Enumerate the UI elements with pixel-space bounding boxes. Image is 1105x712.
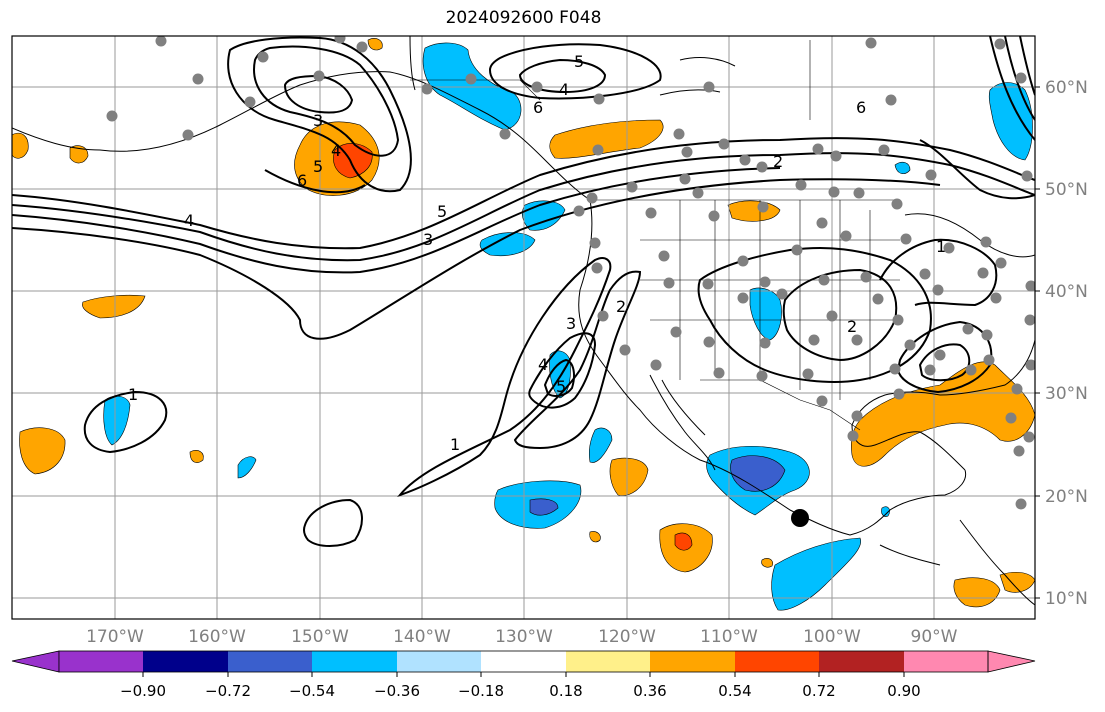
lat-label: 60°N [1045, 78, 1088, 98]
borders [410, 40, 900, 431]
colorbar-label: 0.36 [633, 682, 666, 700]
map-title: 2024092600 F048 [445, 8, 602, 28]
contour-labels: 5 4 6 3 4 5 6 4 5 3 6 2 3 2 5 4 1 1 2 1 [128, 52, 946, 454]
contour-label: 2 [773, 152, 783, 171]
colorbar-segment [735, 651, 819, 672]
lat-label: 30°N [1045, 384, 1088, 404]
colorbar-min-extend [11, 650, 60, 673]
contour-label: 1 [936, 237, 946, 256]
colorbar-max-extend [987, 650, 1036, 673]
contour-label: 3 [423, 230, 433, 249]
colorbar-label: −0.36 [374, 682, 420, 700]
contour-label: 4 [331, 141, 341, 160]
lat-label: 50°N [1045, 180, 1088, 200]
colorbar-segment [819, 651, 904, 672]
contour-label: 3 [313, 111, 323, 130]
contour-label: 2 [847, 317, 857, 336]
colorbar-label: 0.72 [802, 682, 835, 700]
lon-label: 170°W [86, 627, 144, 647]
colorbar-segment [228, 651, 312, 672]
lon-label: 100°W [803, 627, 861, 647]
lat-label: 40°N [1045, 282, 1088, 302]
lon-label: 130°W [495, 627, 553, 647]
contour-label: 5 [437, 202, 447, 221]
lon-label: 160°W [188, 627, 246, 647]
map-frame [11, 35, 1036, 620]
lat-label: 20°N [1045, 487, 1088, 507]
colorbar-segment [566, 651, 650, 672]
lon-label: 140°W [393, 627, 451, 647]
colorbar-label: 0.18 [549, 682, 582, 700]
colorbar-label: 0.54 [718, 682, 751, 700]
contour-label: 4 [184, 211, 194, 230]
contour-label: 6 [856, 98, 866, 117]
colorbar-label: −0.54 [289, 682, 335, 700]
contour-label: 2 [616, 297, 626, 316]
contour-label: 1 [128, 385, 138, 404]
colorbar-segment [481, 651, 566, 672]
colorbar-label: −0.18 [458, 682, 504, 700]
storm-marker [791, 509, 809, 527]
lon-label: 110°W [700, 627, 758, 647]
contour-label: 1 [450, 435, 460, 454]
contour-label: 4 [538, 355, 548, 374]
colorbar-segment [59, 651, 143, 672]
contour-label: 6 [297, 171, 307, 190]
colorbar-label: 0.90 [887, 682, 920, 700]
colorbar-segment [397, 651, 481, 672]
latitude-labels: 60°N 50°N 40°N 30°N 20°N 10°N [1035, 78, 1088, 609]
contour-label: 5 [556, 377, 566, 396]
graticule [12, 36, 1035, 619]
longitude-labels: 170°W 160°W 150°W 140°W 130°W 120°W 110°… [86, 627, 958, 647]
contour-label: 3 [566, 314, 576, 333]
lon-label: 120°W [598, 627, 656, 647]
colorbar-segment [143, 651, 228, 672]
lon-label: 90°W [911, 627, 958, 647]
shaded-areas [12, 38, 1035, 611]
colorbar-segment [312, 651, 397, 672]
colorbar-segment [650, 651, 735, 672]
contour-label: 5 [313, 157, 323, 176]
colorbar-label: −0.90 [120, 682, 166, 700]
stations [106, 36, 1035, 510]
colorbar-segment [904, 651, 988, 672]
contour-label: 4 [559, 80, 569, 99]
contour-label: 6 [533, 98, 543, 117]
lat-label: 10°N [1045, 589, 1088, 609]
colorbar: −0.90 −0.72 −0.54 −0.36 −0.18 0.18 0.36 … [11, 650, 1036, 700]
contour-label: 5 [574, 52, 584, 71]
colorbar-label: −0.72 [205, 682, 251, 700]
lon-label: 150°W [291, 627, 349, 647]
